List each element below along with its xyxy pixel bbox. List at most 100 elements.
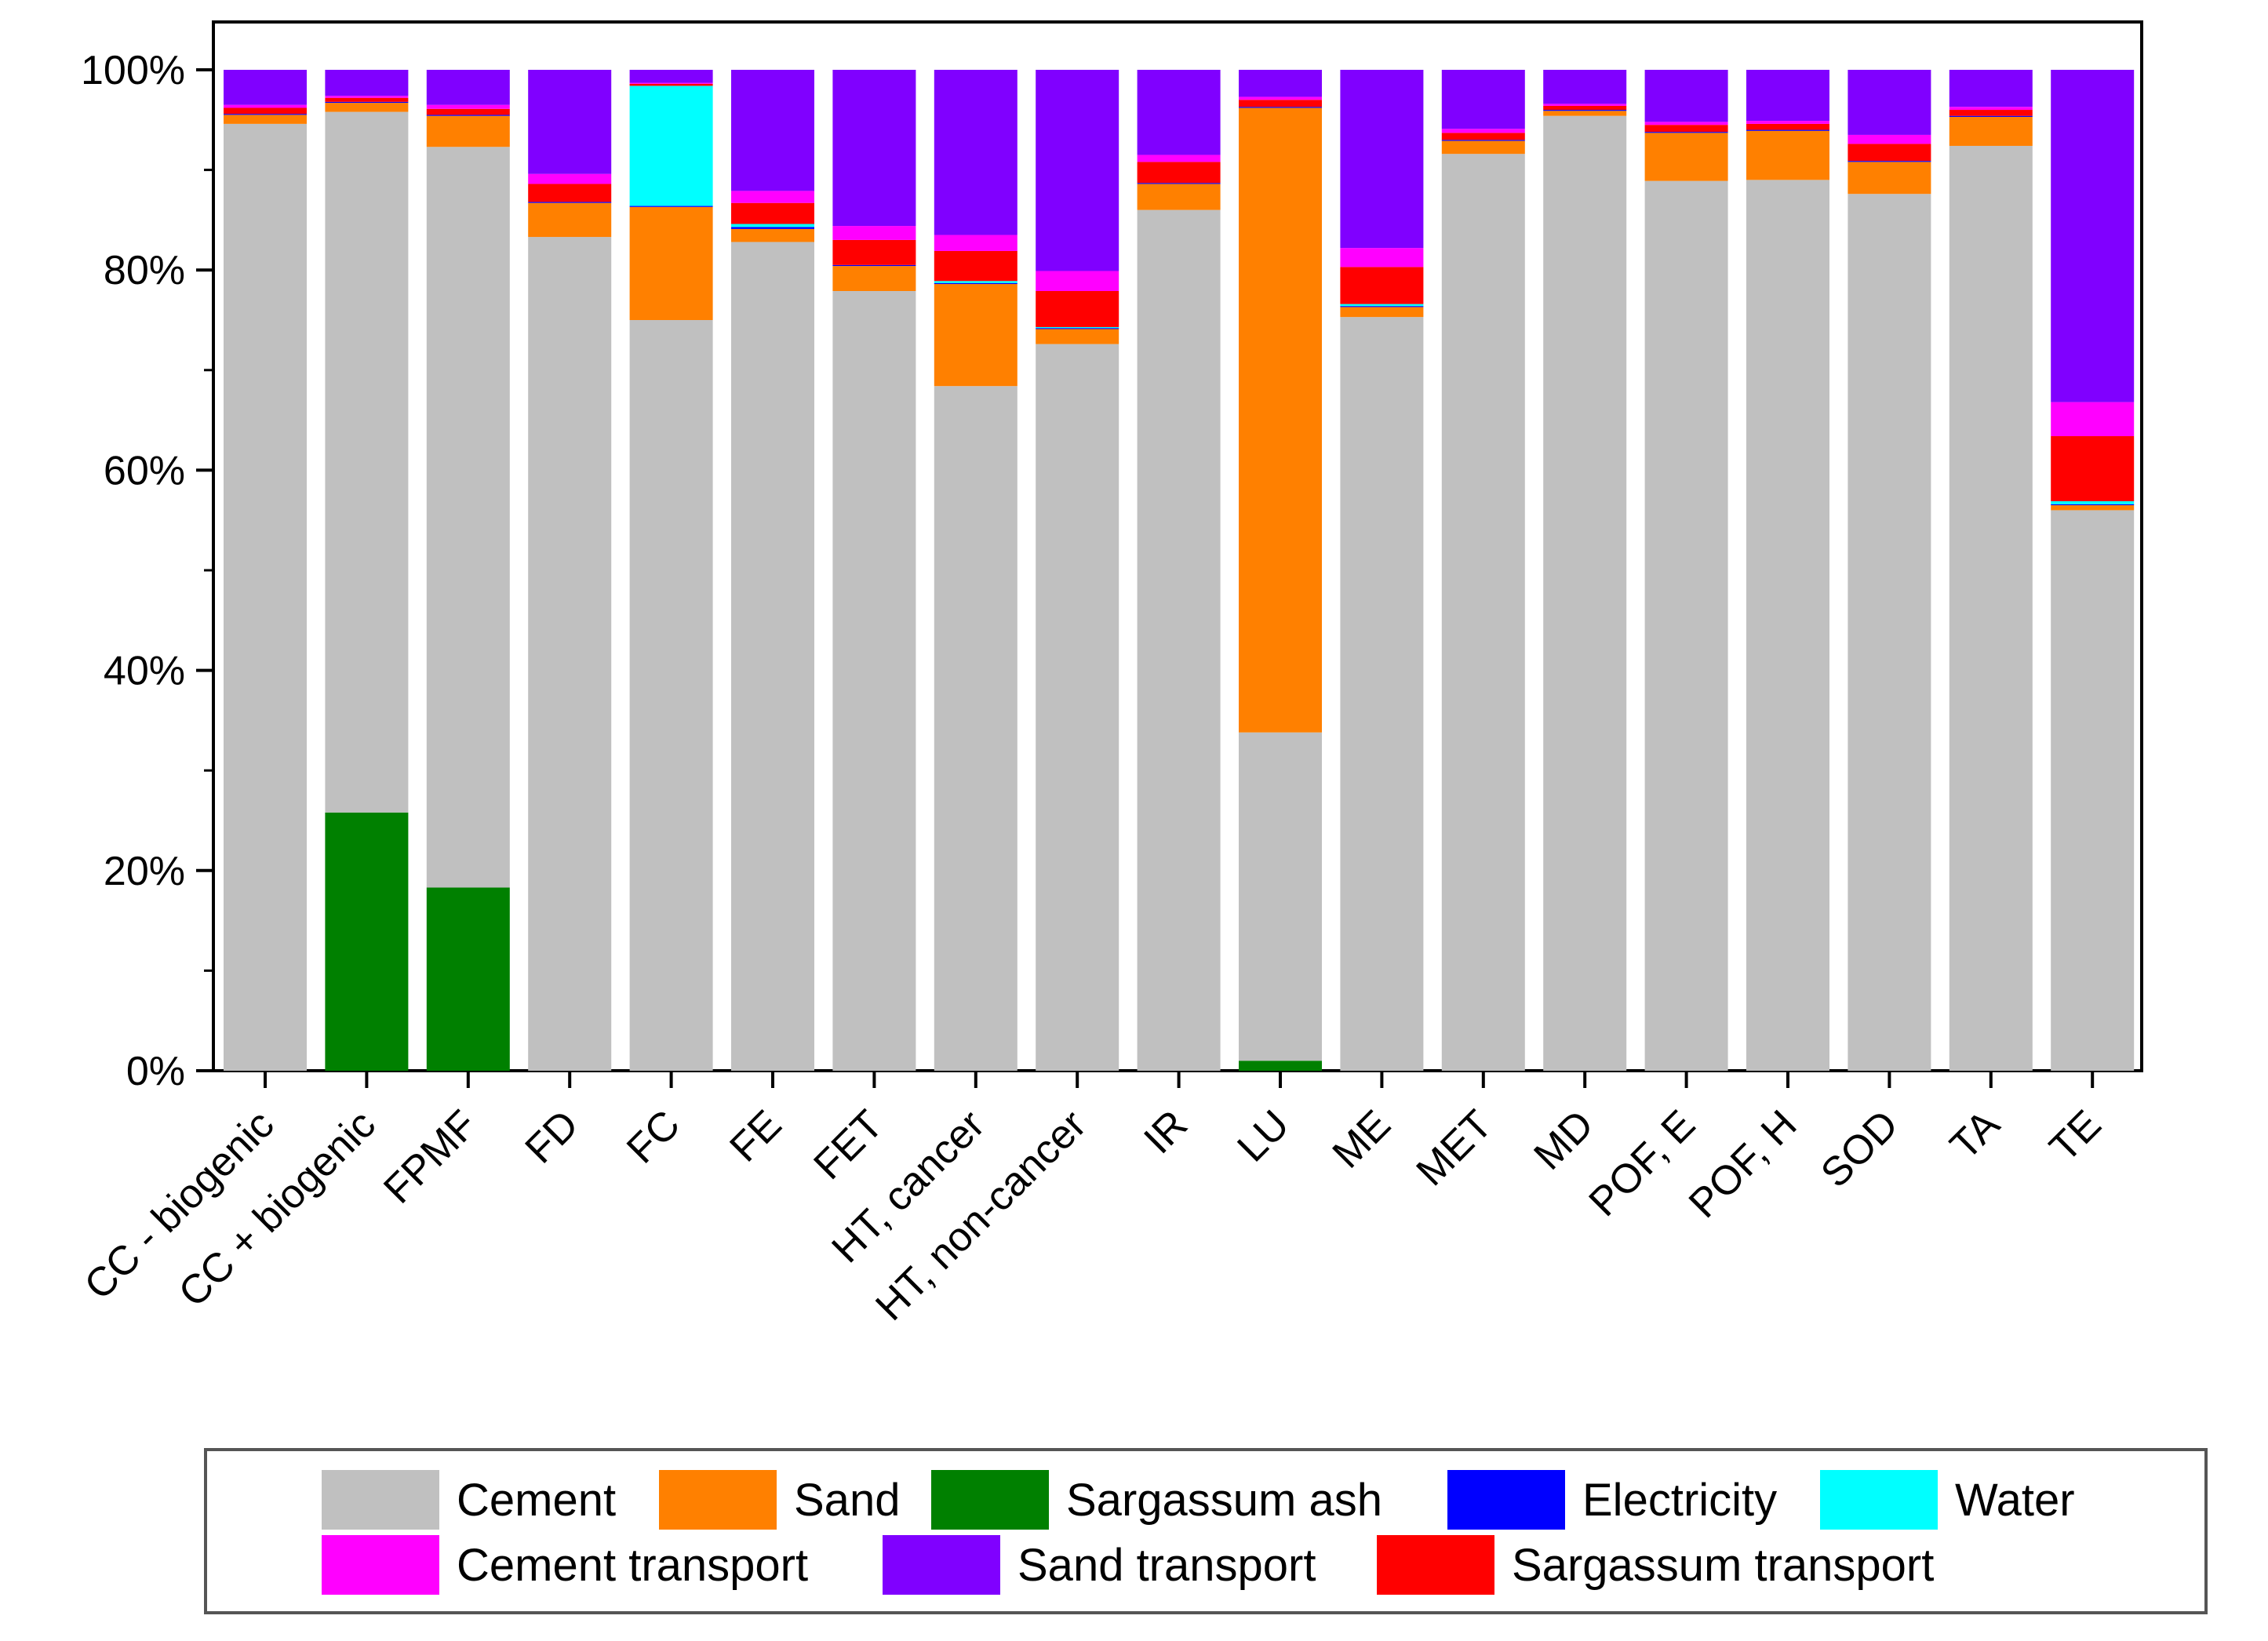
bar-pof-e-electricity (1644, 132, 1728, 133)
bar-ht-cancer-sargassum-transport (934, 250, 1018, 282)
bar-pof-h-sand (1746, 130, 1829, 180)
bar-sod-sand (1848, 162, 1931, 195)
x-tick-label: MET (1408, 1101, 1502, 1195)
bar-te-electricity (2051, 504, 2135, 506)
legend-swatch-sargassum-transport (1377, 1535, 1494, 1595)
bar-fpmf-cement-transport (426, 104, 510, 109)
bar-met-cement (1441, 154, 1525, 1072)
bar-fe-cement-transport (731, 191, 814, 203)
bar-cc-biogenic-sand-transport (325, 70, 409, 96)
bar-sod-cement-transport (1848, 134, 1931, 144)
x-tick-label: FC (618, 1101, 689, 1172)
bar-ta-sargassum-transport (1949, 110, 2033, 116)
x-tick-label: IR (1135, 1101, 1196, 1163)
y-tick-label: 40% (104, 649, 185, 694)
bar-ta-cement-transport (1949, 107, 2033, 111)
bar-cc-biogenic-cement (224, 123, 307, 1071)
bar-ht-cancer-water (934, 281, 1018, 283)
bar-ta-sand (1949, 116, 2033, 146)
bar-ta-sand-transport (1949, 70, 2033, 107)
bar-cc-biogenic-sargassum-transport (325, 97, 409, 102)
bar-fe-water (731, 224, 814, 227)
bar-ir-cement-transport (1137, 155, 1221, 162)
x-tick-label: MD (1525, 1101, 1602, 1178)
bar-fet-electricity (832, 264, 916, 267)
bar-pof-e-cement (1644, 180, 1728, 1071)
bar-pof-e-sargassum-transport (1644, 125, 1728, 133)
bar-me-electricity (1340, 306, 1424, 307)
x-tick-label: LU (1229, 1101, 1298, 1170)
bar-ht-cancer-sand-transport (934, 70, 1018, 235)
x-tick-label: FPMF (375, 1101, 486, 1212)
bar-cc-biogenic-sargassum-ash (325, 812, 409, 1071)
bar-lu-cement (1239, 732, 1322, 1061)
bar-ht-non-cancer-sand (1036, 329, 1119, 344)
bar-met-sargassum-transport (1441, 133, 1525, 140)
bar-ir-electricity (1137, 183, 1221, 184)
x-tick-label: FD (517, 1101, 588, 1172)
bar-md-sand-transport (1543, 70, 1627, 104)
bar-met-sand-transport (1441, 70, 1525, 129)
bar-lu-cement-transport (1239, 96, 1322, 100)
bar-me-sand-transport (1340, 70, 1424, 249)
bar-fe-sand-transport (731, 70, 814, 191)
bar-lu-sand-transport (1239, 70, 1322, 97)
bar-ht-non-cancer-sargassum-transport (1036, 291, 1119, 327)
bar-ht-non-cancer-electricity (1036, 328, 1119, 329)
bar-pof-h-sargassum-transport (1746, 123, 1829, 130)
bar-te-sand-transport (2051, 70, 2135, 402)
bar-fc-cement-transport (629, 82, 713, 84)
bar-fpmf-sand-transport (426, 70, 510, 105)
legend-swatch-cement (322, 1470, 439, 1530)
bar-sod-cement (1848, 194, 1931, 1072)
bar-met-sand (1441, 140, 1525, 155)
bar-ht-cancer-sand (934, 284, 1018, 387)
bar-me-cement (1340, 317, 1424, 1071)
bars-group (224, 70, 2135, 1072)
bar-md-cement (1543, 115, 1627, 1072)
bar-fc-sand-transport (629, 70, 713, 83)
legend-label-sargassum-ash: Sargassum ash (1066, 1475, 1382, 1526)
legend-swatch-water (1820, 1470, 1938, 1530)
bar-md-sargassum-transport (1543, 105, 1627, 111)
bar-md-cement-transport (1543, 104, 1627, 106)
legend-label-cement-transport: Cement transport (457, 1540, 808, 1591)
legend-label-water: Water (1955, 1475, 2075, 1526)
bar-sod-sargassum-transport (1848, 144, 1931, 162)
x-tick-label: POF, E (1581, 1101, 1704, 1224)
bar-ta-electricity (1949, 115, 2033, 117)
legend-swatch-electricity (1447, 1470, 1565, 1530)
legend-swatch-sargassum-ash (931, 1470, 1049, 1530)
bar-fpmf-cement (426, 147, 510, 888)
bar-cc-biogenic-cement (325, 111, 409, 813)
bar-cc-biogenic-sand-transport (224, 70, 307, 105)
bar-fd-sargassum-transport (528, 184, 612, 202)
bar-sod-sand-transport (1848, 70, 1931, 135)
legend-label-cement: Cement (457, 1475, 616, 1526)
bar-ta-cement (1949, 145, 2033, 1072)
bar-cc-biogenic-sand (325, 103, 409, 112)
bar-fd-cement (528, 237, 612, 1072)
bar-pof-e-sand-transport (1644, 70, 1728, 122)
bar-cc-biogenic-cement-transport (325, 96, 409, 98)
bar-me-cement-transport (1340, 248, 1424, 267)
bar-cc-biogenic-electricity (224, 114, 307, 115)
bar-fc-electricity (629, 206, 713, 207)
legend-label-sargassum-transport: Sargassum transport (1512, 1540, 1934, 1591)
legend-items: Cement Sand Sargassum ash Electricity Water C… (322, 1470, 2075, 1595)
bar-md-electricity (1543, 110, 1627, 111)
bar-pof-h-electricity (1746, 129, 1829, 131)
legend-label-electricity: Electricity (1582, 1475, 1777, 1526)
bar-cc-biogenic-electricity (325, 101, 409, 104)
bar-fe-sand (731, 228, 814, 242)
bar-fe-cement (731, 242, 814, 1072)
bar-fd-sand (528, 202, 612, 238)
bar-fpmf-sargassum-ash (426, 887, 510, 1071)
bar-fet-cement (832, 291, 916, 1071)
bar-lu-sargassum-transport (1239, 100, 1322, 107)
y-axis: 0% 20% 40% 60% 80% 100% (81, 48, 213, 1094)
bar-ht-non-cancer-cement-transport (1036, 271, 1119, 291)
x-tick-label: TE (2041, 1101, 2110, 1170)
